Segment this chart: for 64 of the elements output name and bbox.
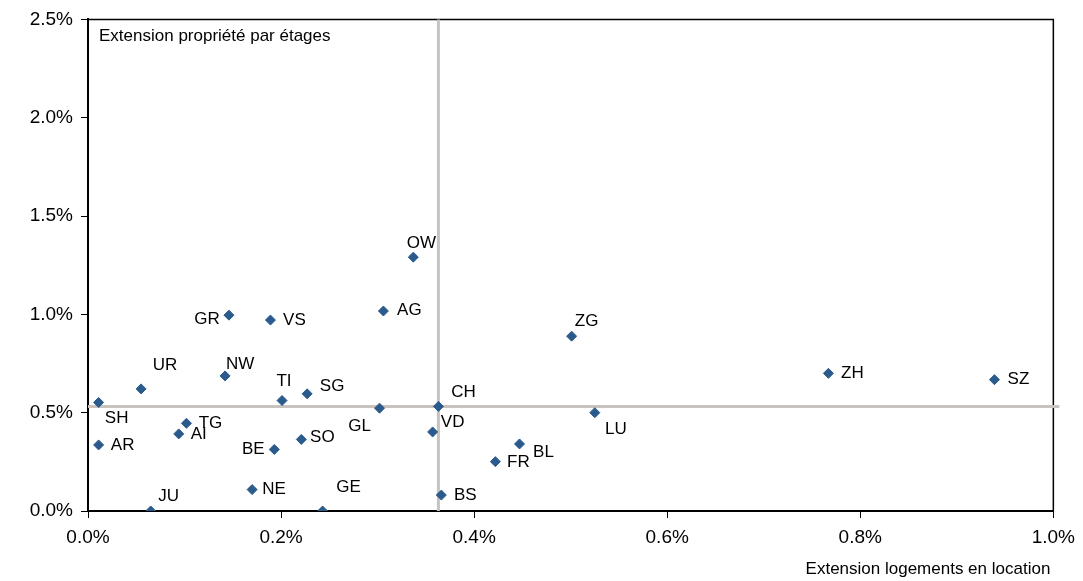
annotation: SH [104, 408, 129, 428]
y-tick-label: 2.5% [29, 7, 74, 29]
annotation: BE [241, 439, 265, 459]
y-tick-label: 0.0% [29, 499, 74, 521]
annotation: TI [276, 371, 292, 391]
annotation: GL [348, 415, 371, 435]
point [374, 402, 386, 414]
x-axis-title: Extension logements en location [805, 558, 1051, 578]
point [566, 330, 578, 342]
point [822, 367, 834, 379]
annotation: SG [319, 376, 345, 396]
x-tick-label: 1.0% [1031, 525, 1076, 547]
point [988, 374, 1000, 386]
annotation: JU [158, 485, 180, 505]
x-tick-label: 0.6% [645, 525, 689, 547]
point [432, 400, 444, 412]
annotation: SZ [1007, 369, 1030, 389]
annotation: BS [453, 484, 477, 504]
annotation: CH [451, 382, 476, 402]
x-tick-label: 0.0% [66, 525, 110, 547]
y-tick-label: 1.0% [29, 302, 74, 324]
annotation: FR [507, 452, 530, 472]
annotation: ZG [574, 310, 599, 330]
x-tick-label: 0.8% [838, 525, 883, 547]
point [173, 428, 185, 440]
point [268, 443, 280, 455]
point [301, 388, 313, 400]
point [295, 433, 307, 445]
annotation: SO [310, 427, 335, 447]
annotation: OW [406, 232, 436, 252]
point [589, 407, 601, 419]
point [93, 439, 105, 451]
annotation: BL [533, 441, 554, 461]
point [276, 394, 288, 406]
point [93, 396, 105, 408]
x-tick-label: 0.2% [259, 525, 303, 547]
point [489, 456, 501, 468]
annotation: NE [262, 479, 286, 499]
point [180, 417, 192, 429]
y-tick-label: 1.5% [29, 204, 74, 226]
point [435, 489, 447, 501]
annotation: AG [397, 299, 422, 319]
y-tick-label: 2.0% [29, 105, 74, 127]
point [135, 383, 147, 395]
point [264, 314, 276, 326]
x-tick-label: 0.4% [452, 525, 496, 547]
point [246, 484, 258, 496]
point [377, 305, 389, 317]
point [407, 251, 419, 263]
point [427, 426, 439, 438]
y-axis-title: Extension propriété par étages [99, 26, 331, 46]
point [514, 438, 526, 450]
annotation: GE [336, 476, 361, 496]
annotation: LU [604, 419, 627, 439]
annotation: AR [110, 434, 135, 454]
annotation: ZH [841, 363, 864, 383]
point [223, 309, 235, 321]
point [219, 370, 231, 382]
annotation: VS [283, 309, 306, 329]
annotation: NW [225, 353, 255, 373]
annotation: UR [152, 354, 178, 374]
annotation: VD [440, 411, 465, 431]
annotation: GR [194, 308, 220, 328]
y-tick-label: 0.5% [29, 400, 74, 422]
